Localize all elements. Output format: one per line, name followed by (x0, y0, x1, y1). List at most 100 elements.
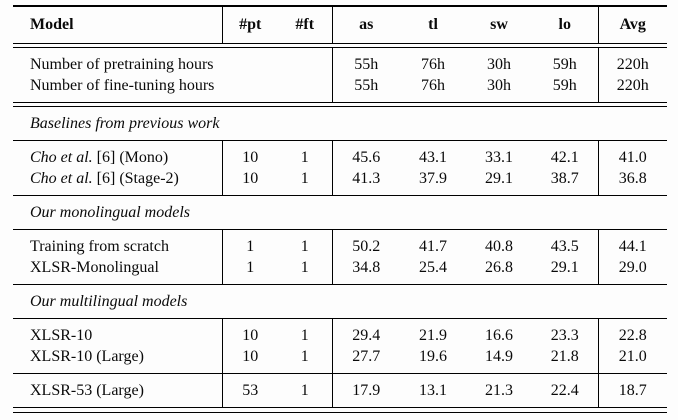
cell-lo: 59h (552, 77, 577, 95)
header-row: Model #pt #ft as tl sw lo Avg (13, 7, 667, 43)
cell-pt: 10 (221, 141, 278, 169)
row-label: XLSR-10 (Large) (30, 348, 144, 366)
cell-tl: 76h (421, 56, 445, 74)
cell-avg: 44.1 (597, 230, 667, 258)
cell-pt: 10 (221, 346, 278, 374)
results-table: Model #pt #ft as tl sw lo Avg Number of … (13, 5, 667, 413)
section-multilingual: Our multilingual models (13, 285, 667, 318)
cell-tl: 76h (421, 77, 445, 95)
cell-lo: 38.7 (550, 170, 579, 188)
single-rule (13, 140, 667, 142)
cell-as: 55h (331, 48, 400, 76)
cell-lo: 59h (552, 56, 577, 74)
hours-block: Number of pretraining hours 55h 76h 30h … (13, 48, 667, 103)
cell-pt: 10 (221, 319, 278, 347)
top-rule (13, 5, 667, 7)
row-label: XLSR-53 (Large) (30, 382, 144, 400)
single-rule (13, 318, 667, 320)
row-label-citation: Cho et al. (30, 170, 93, 188)
table-row: Number of fine-tuning hours 55h 76h 30h … (13, 75, 667, 103)
col-header-as: as (331, 7, 400, 43)
cell-sw: 30h (487, 77, 511, 95)
cell-as: 27.7 (331, 346, 400, 374)
divider-row (13, 102, 667, 108)
cell-as: 29.4 (331, 319, 400, 347)
cell-pt: 10 (221, 168, 278, 196)
row-label: XLSR-Monolingual (30, 259, 159, 277)
table-row: Number of pretraining hours 55h 76h 30h … (13, 48, 667, 76)
cell-as: 50.2 (331, 230, 400, 258)
table-row: Cho et al. [6] (Mono) 10 1 45.6 43.1 33.… (13, 141, 667, 169)
cell-ft: 1 (300, 170, 309, 188)
top-rule-row (13, 5, 667, 7)
divider-row (13, 140, 667, 142)
divider-row (13, 318, 667, 320)
cell-lo: 22.4 (550, 382, 579, 400)
cell-ft: 1 (300, 238, 309, 256)
cell-sw: 16.6 (485, 327, 513, 345)
row-label: Cho et al. [6] (Mono) (13, 141, 222, 168)
cell-ft: 1 (300, 327, 309, 345)
row-label: Training from scratch (30, 238, 169, 256)
monolingual-block: Training from scratch 1 1 50.2 41.7 40.8… (13, 230, 667, 285)
cell-sw: 33.1 (485, 149, 513, 167)
section-title: Baselines from previous work (30, 115, 220, 133)
divider-row (13, 373, 667, 375)
xlsr53-block: XLSR-53 (Large) 53 1 17.9 13.1 21.3 22.4… (13, 374, 667, 408)
cell-as: 55h (331, 75, 400, 103)
cell-sw: 40.8 (485, 238, 513, 256)
col-header-pt: #pt (221, 7, 278, 43)
divider-row (13, 284, 667, 286)
col-header-lo: lo (558, 16, 571, 33)
cell-avg: 220h (597, 48, 667, 76)
double-rule (13, 102, 667, 108)
baselines-block: Cho et al. [6] (Mono) 10 1 45.6 43.1 33.… (13, 141, 667, 196)
cell-avg: 21.0 (597, 346, 667, 374)
cell-avg: 22.8 (597, 319, 667, 347)
row-label: Number of pretraining hours (30, 56, 214, 74)
single-rule (13, 229, 667, 231)
table-row: XLSR-53 (Large) 53 1 17.9 13.1 21.3 22.4… (13, 374, 667, 408)
cell-tl: 41.7 (419, 238, 447, 256)
cell-avg: 41.0 (597, 141, 667, 169)
table-row: XLSR-Monolingual 1 1 34.8 25.4 26.8 29.1… (13, 257, 667, 285)
cell-sw: 30h (487, 56, 511, 74)
cell-lo: 29.1 (550, 259, 579, 277)
cell-ft: 1 (300, 382, 309, 400)
col-header-ft: #ft (295, 16, 315, 33)
cell-pt: 53 (221, 374, 278, 408)
table-header: Model #pt #ft as tl sw lo Avg (13, 7, 667, 43)
cell-sw: 26.8 (485, 259, 513, 277)
single-rule (13, 284, 667, 286)
cell-ft: 1 (300, 348, 309, 366)
cell-as: 41.3 (331, 168, 400, 196)
divider-row (13, 43, 667, 49)
cell-avg: 18.7 (597, 374, 667, 408)
cell-pt: 1 (221, 257, 278, 285)
row-label-rest: [6] (Mono) (92, 149, 169, 167)
cell-as: 17.9 (331, 374, 400, 408)
cell-tl: 43.1 (419, 149, 447, 167)
multilingual-block: XLSR-10 10 1 29.4 21.9 16.6 23.3 22.8 XL… (13, 319, 667, 374)
cell-as: 45.6 (331, 141, 400, 169)
row-label: Cho et al. [6] (Stage-2) (13, 168, 222, 195)
bottom-rule (13, 407, 667, 413)
row-label: Number of fine-tuning hours (30, 77, 215, 95)
section-monolingual: Our monolingual models (13, 196, 667, 229)
cell-ft: 1 (300, 149, 309, 167)
cell-pt: 1 (221, 230, 278, 258)
cell-tl: 25.4 (419, 259, 447, 277)
cell-tl: 37.9 (419, 170, 447, 188)
single-rule (13, 373, 667, 375)
single-rule (13, 195, 667, 197)
cell-lo: 21.8 (550, 348, 579, 366)
table-row: Training from scratch 1 1 50.2 41.7 40.8… (13, 230, 667, 258)
table-row: XLSR-10 (Large) 10 1 27.7 19.6 14.9 21.8… (13, 346, 667, 374)
cell-avg: 29.0 (597, 257, 667, 285)
table-row: Cho et al. [6] (Stage-2) 10 1 41.3 37.9 … (13, 168, 667, 196)
table-row: XLSR-10 10 1 29.4 21.9 16.6 23.3 22.8 (13, 319, 667, 347)
row-label-rest: [6] (Stage-2) (92, 170, 179, 188)
cell-avg: 36.8 (597, 168, 667, 196)
bottom-rule-row (13, 407, 667, 413)
